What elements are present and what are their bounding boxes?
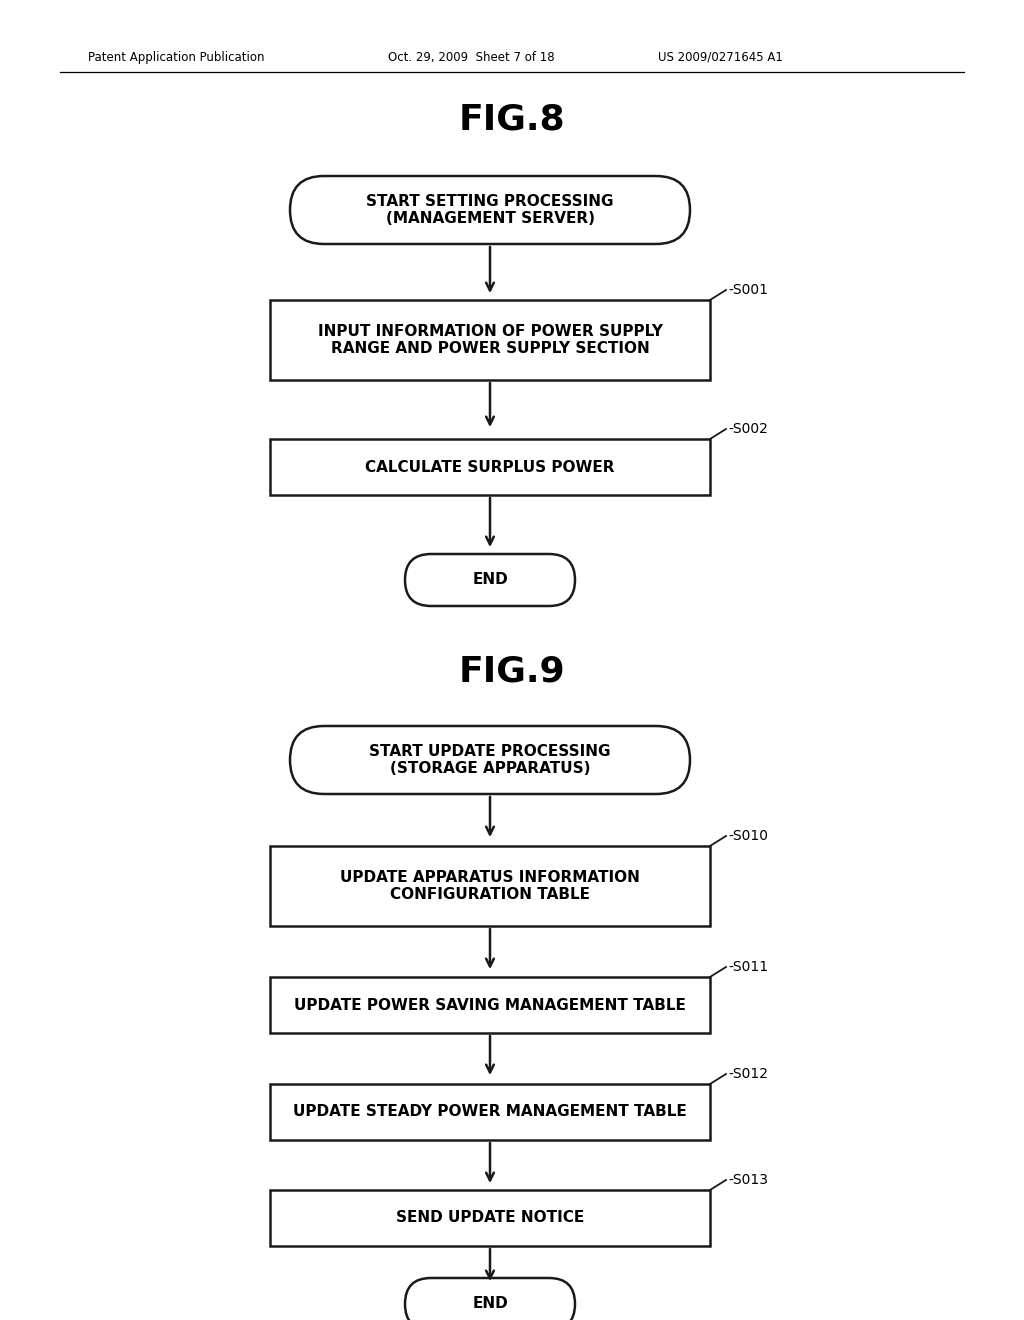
Text: START SETTING PROCESSING
(MANAGEMENT SERVER): START SETTING PROCESSING (MANAGEMENT SER… bbox=[367, 194, 613, 226]
Bar bbox=[270, 300, 710, 380]
Text: START UPDATE PROCESSING
(STORAGE APPARATUS): START UPDATE PROCESSING (STORAGE APPARAT… bbox=[370, 743, 610, 776]
FancyBboxPatch shape bbox=[290, 726, 690, 795]
Text: CALCULATE SURPLUS POWER: CALCULATE SURPLUS POWER bbox=[366, 459, 614, 474]
Text: SEND UPDATE NOTICE: SEND UPDATE NOTICE bbox=[396, 1210, 584, 1225]
Bar bbox=[270, 440, 710, 495]
Text: Patent Application Publication: Patent Application Publication bbox=[88, 50, 264, 63]
Text: UPDATE APPARATUS INFORMATION
CONFIGURATION TABLE: UPDATE APPARATUS INFORMATION CONFIGURATI… bbox=[340, 870, 640, 902]
Text: FIG.9: FIG.9 bbox=[459, 655, 565, 689]
Text: END: END bbox=[472, 1296, 508, 1312]
Text: -S013: -S013 bbox=[728, 1173, 768, 1187]
Text: -S002: -S002 bbox=[728, 422, 768, 436]
Text: END: END bbox=[472, 573, 508, 587]
Text: Oct. 29, 2009  Sheet 7 of 18: Oct. 29, 2009 Sheet 7 of 18 bbox=[388, 50, 555, 63]
Bar bbox=[270, 1084, 710, 1140]
FancyBboxPatch shape bbox=[406, 1278, 575, 1320]
Text: FIG.8: FIG.8 bbox=[459, 103, 565, 137]
FancyBboxPatch shape bbox=[290, 176, 690, 244]
Text: -S001: -S001 bbox=[728, 282, 768, 297]
Bar bbox=[270, 977, 710, 1034]
Text: INPUT INFORMATION OF POWER SUPPLY
RANGE AND POWER SUPPLY SECTION: INPUT INFORMATION OF POWER SUPPLY RANGE … bbox=[317, 323, 663, 356]
Bar bbox=[270, 1191, 710, 1246]
Text: -S010: -S010 bbox=[728, 829, 768, 843]
Text: US 2009/0271645 A1: US 2009/0271645 A1 bbox=[658, 50, 783, 63]
Bar bbox=[270, 846, 710, 927]
Text: -S012: -S012 bbox=[728, 1067, 768, 1081]
FancyBboxPatch shape bbox=[406, 554, 575, 606]
Text: UPDATE STEADY POWER MANAGEMENT TABLE: UPDATE STEADY POWER MANAGEMENT TABLE bbox=[293, 1105, 687, 1119]
Text: UPDATE POWER SAVING MANAGEMENT TABLE: UPDATE POWER SAVING MANAGEMENT TABLE bbox=[294, 998, 686, 1012]
Text: -S011: -S011 bbox=[728, 960, 768, 974]
